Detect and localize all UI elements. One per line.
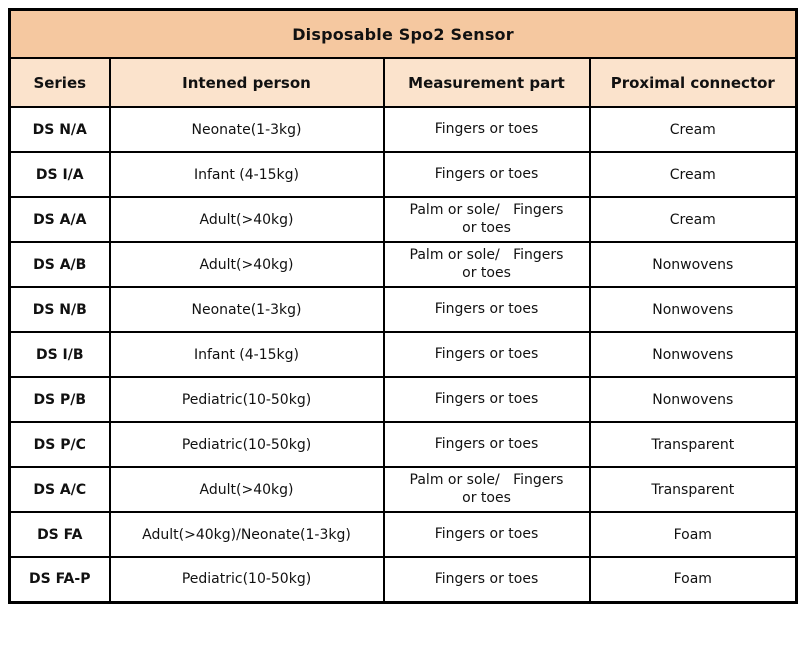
measurement-part-cell: Palm or sole/ Fingers or toes [382, 466, 591, 513]
proximal-connector-cell: Cream [588, 151, 798, 198]
measurement-part-cell: Palm or sole/ Fingers or toes [382, 241, 591, 288]
table-row: DS I/B Infant (4-15kg) Fingers or toes N… [8, 331, 798, 378]
intended-person-cell: Adult(>40kg) [108, 241, 385, 288]
series-cell: DS A/B [8, 241, 111, 288]
proximal-connector-cell: Foam [588, 556, 798, 603]
table-row: DS N/B Neonate(1-3kg) Fingers or toes No… [8, 286, 798, 333]
proximal-connector-cell: Nonwovens [588, 331, 798, 378]
table-row: DS A/B Adult(>40kg) Palm or sole/ Finger… [8, 241, 798, 288]
table-title-row: Disposable Spo2 Sensor [8, 8, 798, 59]
series-cell: DS N/B [8, 286, 111, 333]
table-row: DS N/A Neonate(1-3kg) Fingers or toes Cr… [8, 106, 798, 153]
table-row: DS FA-P Pediatric(10-50kg) Fingers or to… [8, 556, 798, 603]
series-cell: DS A/A [8, 196, 111, 243]
table-row: DS I/A Infant (4-15kg) Fingers or toes C… [8, 151, 798, 198]
spo2-sensor-spec-table: Disposable Spo2 Sensor Series Intened pe… [8, 8, 799, 604]
series-cell: DS I/B [8, 331, 111, 378]
series-cell: DS FA-P [8, 556, 111, 603]
intended-person-cell: Adult(>40kg)/Neonate(1-3kg) [108, 511, 385, 558]
intended-person-cell: Adult(>40kg) [108, 196, 385, 243]
intended-person-cell: Pediatric(10-50kg) [108, 376, 385, 423]
series-cell: DS I/A [8, 151, 111, 198]
measurement-part-cell: Fingers or toes [382, 331, 591, 378]
proximal-connector-cell: Cream [588, 106, 798, 153]
intended-person-cell: Pediatric(10-50kg) [108, 556, 385, 603]
column-header-measurement-part: Measurement part [382, 57, 591, 108]
measurement-part-cell: Fingers or toes [382, 511, 591, 558]
table-header-row: Series Intened person Measurement part P… [8, 57, 798, 108]
table-row: DS A/C Adult(>40kg) Palm or sole/ Finger… [8, 466, 798, 513]
measurement-part-cell: Fingers or toes [382, 151, 591, 198]
intended-person-cell: Neonate(1-3kg) [108, 286, 385, 333]
intended-person-cell: Infant (4-15kg) [108, 151, 385, 198]
measurement-part-cell: Fingers or toes [382, 421, 591, 468]
table-title: Disposable Spo2 Sensor [8, 8, 798, 59]
proximal-connector-cell: Transparent [588, 421, 798, 468]
measurement-part-cell: Palm or sole/ Fingers or toes [382, 196, 591, 243]
intended-person-cell: Infant (4-15kg) [108, 331, 385, 378]
intended-person-cell: Adult(>40kg) [108, 466, 385, 513]
proximal-connector-cell: Cream [588, 196, 798, 243]
table-body: DS N/A Neonate(1-3kg) Fingers or toes Cr… [8, 106, 798, 603]
intended-person-cell: Neonate(1-3kg) [108, 106, 385, 153]
series-cell: DS FA [8, 511, 111, 558]
proximal-connector-cell: Foam [588, 511, 798, 558]
measurement-part-cell: Fingers or toes [382, 286, 591, 333]
table-row: DS P/B Pediatric(10-50kg) Fingers or toe… [8, 376, 798, 423]
series-cell: DS P/B [8, 376, 111, 423]
measurement-part-cell: Fingers or toes [382, 556, 591, 603]
proximal-connector-cell: Nonwovens [588, 376, 798, 423]
proximal-connector-cell: Transparent [588, 466, 798, 513]
intended-person-cell: Pediatric(10-50kg) [108, 421, 385, 468]
column-header-intended-person: Intened person [108, 57, 385, 108]
proximal-connector-cell: Nonwovens [588, 241, 798, 288]
measurement-part-cell: Fingers or toes [382, 376, 591, 423]
table-row: DS A/A Adult(>40kg) Palm or sole/ Finger… [8, 196, 798, 243]
measurement-part-cell: Fingers or toes [382, 106, 591, 153]
table-row: DS FA Adult(>40kg)/Neonate(1-3kg) Finger… [8, 511, 798, 558]
table-row: DS P/C Pediatric(10-50kg) Fingers or toe… [8, 421, 798, 468]
series-cell: DS N/A [8, 106, 111, 153]
proximal-connector-cell: Nonwovens [588, 286, 798, 333]
column-header-proximal-connector: Proximal connector [588, 57, 798, 108]
column-header-series: Series [8, 57, 111, 108]
series-cell: DS P/C [8, 421, 111, 468]
series-cell: DS A/C [8, 466, 111, 513]
